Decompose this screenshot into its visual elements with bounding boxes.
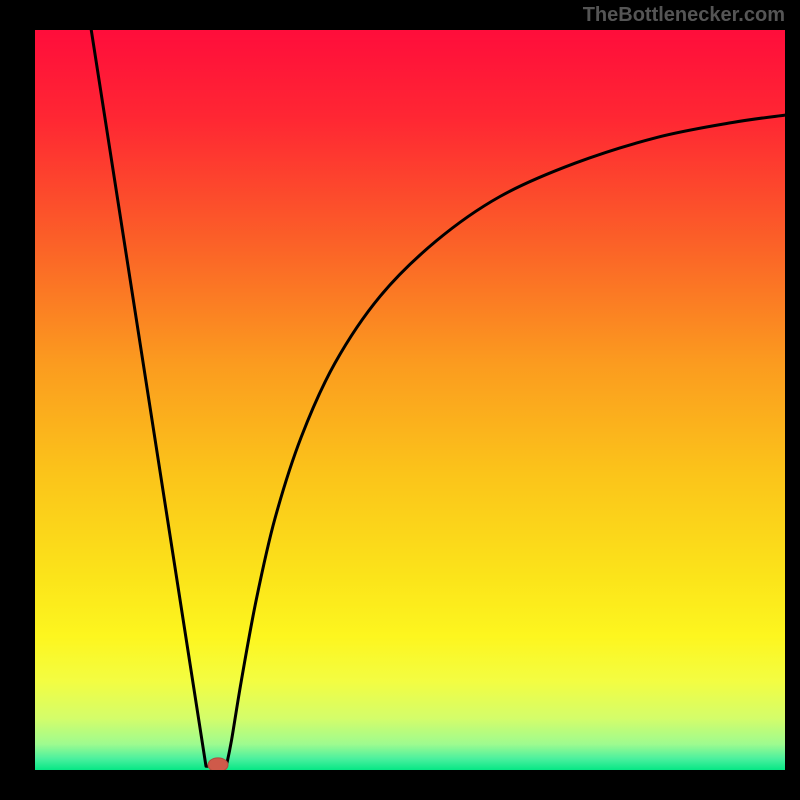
frame-right [785,0,800,800]
frame-bottom [0,770,800,800]
frame-left [0,0,35,800]
bottleneck-curve [91,30,785,766]
watermark-text: TheBottlenecker.com [583,4,785,27]
plot-area [35,30,785,770]
optimum-marker [208,758,228,770]
chart-container: TheBottlenecker.com [0,0,800,800]
plot-svg [35,30,785,770]
